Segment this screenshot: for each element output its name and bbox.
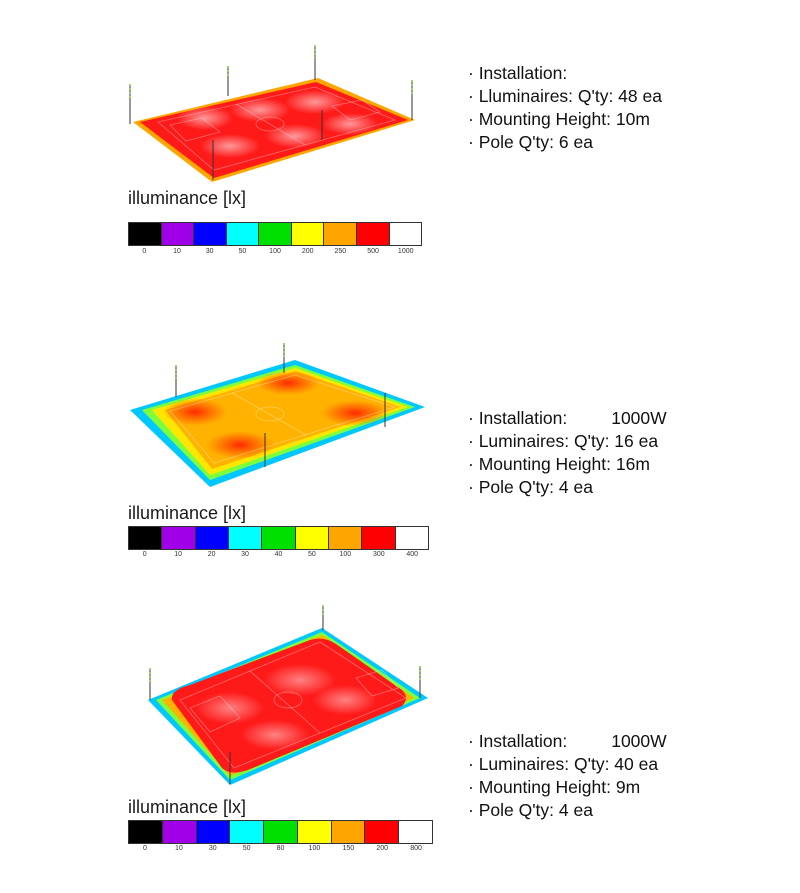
installation-value: 1000W	[611, 408, 667, 428]
scale-tick: 0	[142, 551, 147, 558]
legend-title: illuminance [lx]	[128, 797, 247, 817]
scale-tick: 300	[372, 551, 385, 558]
scale-swatch	[395, 527, 428, 549]
luminaires-line: · Luminaires: Q'ty: 40 ea	[468, 754, 659, 774]
scale-swatch	[129, 527, 163, 549]
scale-tick: 80	[276, 845, 285, 852]
pole-qty-line: · Pole Q'ty: 6 ea	[468, 132, 593, 152]
installation-line: · Installation: 1000W	[468, 730, 667, 753]
scale-swatch	[365, 821, 400, 843]
scale-tick: 50	[242, 845, 251, 852]
scale-tick: 0	[142, 248, 147, 255]
mounting-height-line: · Mounting Height: 16m	[468, 454, 650, 474]
scale-swatch	[162, 527, 196, 549]
scale-swatch	[362, 527, 396, 549]
installation-info: · Installation: 1000W · Luminaires: Q'ty:…	[468, 407, 667, 499]
panel-1: illuminance [lx] 0 10 30 50 100 200 250 …	[0, 0, 800, 270]
scale-tick: 20	[207, 551, 216, 558]
scale-tick: 50	[308, 551, 316, 558]
luminaires-line: · Lluminaires: Q'ty: 48 ea	[468, 86, 662, 106]
scale-swatch	[194, 223, 227, 245]
scale-tick-labels: 0 10 20 30 40 50 100 300 400	[128, 551, 429, 563]
installation-label: · Installation:	[468, 408, 568, 428]
scale-tick: 500	[367, 248, 379, 255]
pole-qty-line: · Pole Q'ty: 4 ea	[468, 477, 593, 497]
installation-value: 1000W	[611, 731, 667, 751]
scale-tick: 50	[238, 248, 247, 255]
scale-swatch	[356, 223, 390, 245]
scale-swatch	[324, 223, 357, 245]
scale-swatch	[162, 821, 197, 843]
illuminance-color-scale	[128, 526, 429, 550]
installation-label: · Installation:	[468, 731, 568, 751]
scale-swatch	[230, 821, 265, 843]
illuminance-render-2	[130, 343, 425, 487]
scale-swatch	[262, 527, 296, 549]
scale-tick: 100	[269, 248, 281, 255]
pole-qty-line: · Pole Q'ty: 4 ea	[468, 800, 593, 820]
scale-swatch	[297, 821, 332, 843]
illuminance-render-3	[148, 605, 428, 785]
illuminance-render-1	[129, 45, 415, 182]
luminaires-line: · Luminaires: Q'ty: 16 ea	[468, 431, 659, 451]
scale-tick: 0	[142, 845, 147, 852]
installation-info: · Installation: 1000W · Luminaires: Q'ty:…	[468, 730, 667, 822]
illuminance-color-scale	[128, 222, 422, 246]
scale-tick: 400	[406, 551, 419, 558]
scale-swatch	[161, 223, 195, 245]
installation-label: · Installation:	[468, 63, 568, 83]
scale-swatch	[331, 821, 366, 843]
mounting-height-line: · Mounting Height: 9m	[468, 777, 641, 797]
scale-tick: 30	[208, 845, 217, 852]
scale-swatch	[399, 821, 433, 843]
scale-tick: 800	[410, 845, 422, 852]
scale-swatch	[291, 223, 325, 245]
installation-line: · Installation:	[468, 62, 662, 85]
scale-swatch	[195, 527, 229, 549]
installation-info: · Installation: · Lluminaires: Q'ty: 48 …	[468, 62, 662, 154]
scale-tick: 10	[173, 248, 181, 255]
scale-swatch	[129, 223, 162, 245]
scale-swatch	[264, 821, 298, 843]
scale-tick-labels: 0 10 30 50 100 200 250 500 1000	[128, 248, 422, 260]
scale-tick: 100	[308, 845, 321, 852]
illuminance-color-scale	[128, 820, 433, 844]
mounting-height-line: · Mounting Height: 10m	[468, 109, 650, 129]
scale-swatch	[259, 223, 292, 245]
scale-swatch	[226, 223, 260, 245]
scale-swatch	[295, 527, 329, 549]
scale-tick: 250	[334, 248, 347, 255]
scale-swatch	[228, 527, 263, 549]
installation-line: · Installation: 1000W	[468, 407, 667, 430]
scale-tick: 150	[342, 845, 355, 852]
scale-swatch	[328, 527, 363, 549]
scale-swatch	[389, 223, 422, 245]
scale-tick: 30	[205, 248, 214, 255]
scale-swatch	[129, 821, 163, 843]
scale-tick: 10	[174, 845, 183, 852]
scale-tick: 10	[174, 551, 183, 558]
scale-swatch	[196, 821, 231, 843]
legend-title: illuminance [lx]	[128, 188, 247, 208]
scale-tick: 30	[241, 551, 249, 558]
scale-tick: 200	[376, 845, 389, 852]
scale-tick: 200	[301, 248, 314, 255]
scale-tick: 40	[274, 551, 283, 558]
scale-tick-labels: 0 10 30 50 80 100 150 200 800	[128, 845, 433, 857]
scale-tick: 1000	[397, 248, 414, 255]
scale-tick: 100	[339, 551, 352, 558]
legend-title: illuminance [lx]	[128, 503, 247, 523]
panel-2: illuminance [lx] 0 10 20 30 40 50 100 30…	[128, 343, 667, 563]
